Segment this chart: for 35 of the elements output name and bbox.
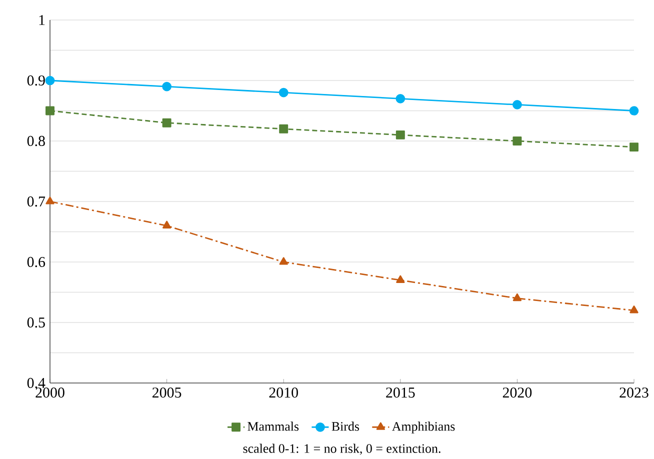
x-tick-label: 2023: [620, 388, 648, 398]
x-tick-label: 2020: [502, 388, 532, 398]
y-tick-label: 0.7: [27, 196, 46, 207]
y-tick-label: 0.8: [27, 136, 45, 146]
point: [46, 106, 54, 116]
point: [46, 196, 54, 204]
point: [278, 88, 288, 98]
point: [512, 100, 522, 110]
point: [512, 136, 522, 146]
point: [512, 293, 522, 302]
point: [162, 118, 172, 128]
y-tick-label: 0.9: [27, 75, 45, 86]
point: [396, 130, 405, 140]
point: [279, 124, 288, 134]
point: [630, 306, 638, 314]
y-tick-label: 1: [39, 15, 45, 25]
point: [396, 94, 406, 104]
legend-label: Mammals: [248, 422, 299, 431]
point: [162, 220, 172, 228]
legend-label: Amphibians: [392, 422, 455, 434]
y-tick-label: 0.6: [27, 256, 46, 268]
point: [162, 82, 172, 92]
point: [630, 142, 638, 152]
text: scaled 0-1: 1 = no risk, 0 = extinction.: [243, 444, 440, 455]
point: [629, 106, 639, 116]
point: [279, 257, 288, 265]
x-tick-label: 2005: [152, 388, 182, 398]
legend-label: Birds: [332, 422, 360, 431]
x-tick-label: 2000: [36, 388, 64, 398]
x-tick-label: 2010: [269, 388, 298, 398]
y-tick-label: 0.4: [27, 378, 46, 388]
y-tick-label: 0.5: [27, 317, 45, 328]
point: [396, 275, 405, 283]
point: [45, 76, 55, 86]
x-tick-label: 2015: [386, 388, 415, 398]
